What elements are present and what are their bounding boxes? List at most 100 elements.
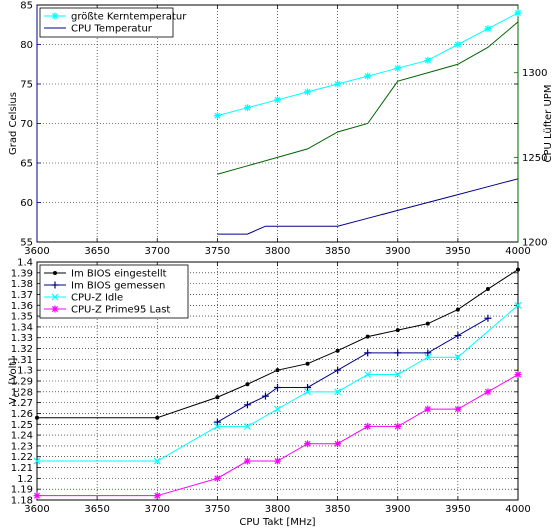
x-tick-label: 3950 [445,246,470,257]
y-tick-label: 1.35 [11,312,33,323]
data-point [335,348,340,353]
y-tick-label: 1.21 [11,463,33,474]
data-point [484,388,492,396]
data-point [454,405,462,413]
data-point [243,104,251,112]
x-tick-label: 3600 [24,246,49,257]
y-axis-label-main: V [8,397,19,404]
data-point [424,405,432,413]
y-axis-right-label: CPU Lüfter UPM [543,85,554,163]
data-point [514,301,522,309]
x-tick-label: 3650 [84,246,109,257]
data-point [155,415,160,420]
data-point [485,287,490,292]
legend-marker [51,281,59,289]
data-point [274,405,281,413]
data-point [424,56,432,64]
data-point [304,388,311,396]
data-point [33,457,41,465]
y-tick-label: 1.37 [11,290,33,301]
data-point [364,422,372,430]
y-tick-label: 1.33 [11,333,33,344]
legend-label: Im BIOS eingestellt [71,269,167,280]
data-point [365,334,370,339]
x-tick-label: 3800 [265,504,290,515]
data-point [454,353,462,361]
y-right-tick-label: 1300 [522,68,547,79]
data-point [215,395,220,400]
y-tick-label: 80 [20,40,33,51]
x-tick-label: 3750 [205,246,230,257]
data-point [261,392,269,400]
data-point [245,382,250,387]
y-tick-label: 1.28 [11,387,33,398]
data-point [454,41,462,48]
y-tick-label: 1.18 [11,496,33,507]
x-tick-label: 3900 [385,246,410,257]
y-tick-label: 75 [20,80,33,91]
y-tick-label: 1.3 [17,366,33,377]
y-tick-label: 1.39 [11,268,33,279]
data-point [274,96,281,104]
y-tick-label: 1.24 [11,431,33,442]
data-point [33,492,41,500]
data-point [275,368,280,373]
series-line [217,21,519,175]
data-point [364,72,372,80]
y-tick-label: 85 [20,1,33,12]
axes-frame [36,261,519,501]
data-point [484,25,492,33]
data-point [243,457,251,465]
data-point [424,349,432,357]
legend-marker [53,271,57,275]
y-axis-label: Grad Celsius [8,92,19,155]
legend-label: Im BIOS gemessen [71,281,165,292]
x-tick-label: 3850 [325,246,350,257]
legend-marker [51,12,59,20]
data-point [455,307,460,312]
y-tick-label: 55 [20,238,33,249]
data-point [274,457,281,465]
legend-marker [51,293,59,301]
series-4 [33,371,522,500]
data-point [394,371,402,378]
legend-box [39,7,174,38]
x-tick-label: 3750 [205,504,230,515]
series-1 [213,9,522,120]
data-point [213,474,221,482]
series-3 [33,301,522,465]
series-2 [213,314,492,426]
data-point [394,349,402,357]
y-tick-label: 1.23 [11,441,33,452]
data-point [454,332,462,340]
chart-2: 3600 3650 3700 3750 3800 3850 3900 3950 4000 1.18… [8,258,531,529]
data-point [395,328,400,333]
y-tick-label: 1.4 [17,258,33,269]
data-point [334,388,342,396]
data-point [305,361,310,366]
x-tick-label: 3850 [325,504,350,515]
y-tick-label: 1.32 [11,344,33,355]
y-tick-label: 1.19 [11,485,33,496]
data-point [514,371,522,379]
data-point [243,401,251,409]
data-point [484,314,492,322]
legend-label: CPU-Z Prime95 Last [71,305,170,316]
y-tick-label: 1.29 [11,377,33,388]
data-point [213,112,221,120]
x-tick-label: 3800 [265,246,290,257]
data-point [424,353,432,361]
x-tick-label: 3650 [84,504,109,515]
x-tick-label: 3700 [145,246,170,257]
chart-1: 3600 3650 3700 3750 3800 3850 3900 3950 4000 55 60… [8,1,554,258]
x-tick-label: 3600 [24,504,49,515]
data-point [425,321,430,326]
x-tick-label: 3900 [385,504,410,515]
y-tick-label: 1.38 [11,279,33,290]
y-tick-label: 1.36 [11,301,33,312]
series-line [217,178,519,235]
y-right-tick-label: 1250 [522,153,547,164]
series-line [37,304,519,462]
